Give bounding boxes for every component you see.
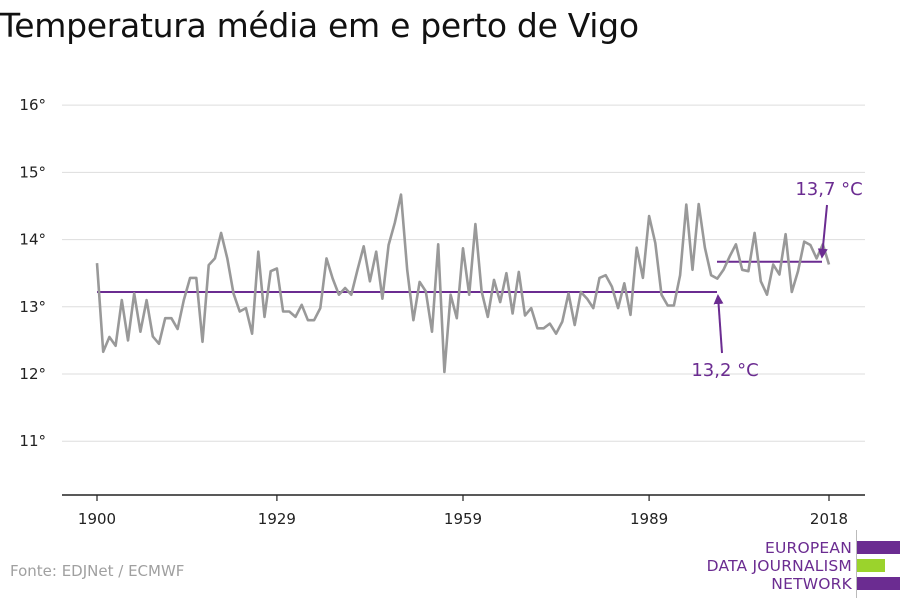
logo-bar-purple-top [857, 541, 900, 554]
average-annotations: 13,2 °C 13,7 °C [691, 179, 862, 381]
logo-line-network: NETWORK [771, 575, 852, 593]
chart-title: Temperatura média em e perto de Vigo [0, 6, 639, 45]
average-arrow-2000-2018 [817, 204, 828, 259]
average-label-1900-2000: 13,2 °C [691, 360, 758, 381]
grid-lines [62, 104, 865, 442]
y-tick-label-16: 16° [19, 96, 46, 114]
x-tick-label-2018: 2018 [810, 510, 848, 528]
x-tick-label-1900: 1900 [78, 510, 116, 528]
y-tick-label-15: 15° [19, 163, 46, 181]
y-axis-tick-labels: 11° 12° 13° 14° 15° 16° [19, 96, 46, 450]
y-tick-label-14: 14° [19, 231, 46, 249]
logo-bar-green [857, 559, 885, 572]
y-tick-label-11: 11° [19, 432, 46, 450]
edjnet-logo: EUROPEAN DATA JOURNALISM NETWORK [680, 530, 900, 600]
logo-bar-purple-bottom [857, 577, 900, 590]
y-tick-label-12: 12° [19, 365, 46, 383]
x-tick-label-1929: 1929 [258, 510, 296, 528]
x-axis: 1900 1929 1959 1989 2018 [62, 494, 865, 528]
logo-line-data-journalism: DATA JOURNALISM [706, 557, 852, 575]
average-arrow-1900-2000 [713, 294, 724, 354]
logo-line-european: EUROPEAN [764, 539, 852, 557]
x-tick-label-1989: 1989 [630, 510, 668, 528]
source-note: Fonte: EDJNet / ECMWF [10, 562, 185, 580]
series-lines [95, 193, 831, 374]
x-tick-label-1959: 1959 [444, 510, 482, 528]
temperature-series-line-0 [95, 193, 831, 374]
average-label-2000-2018: 13,7 °C [795, 179, 862, 200]
logo-divider [856, 530, 857, 598]
y-tick-label-13: 13° [19, 298, 46, 316]
